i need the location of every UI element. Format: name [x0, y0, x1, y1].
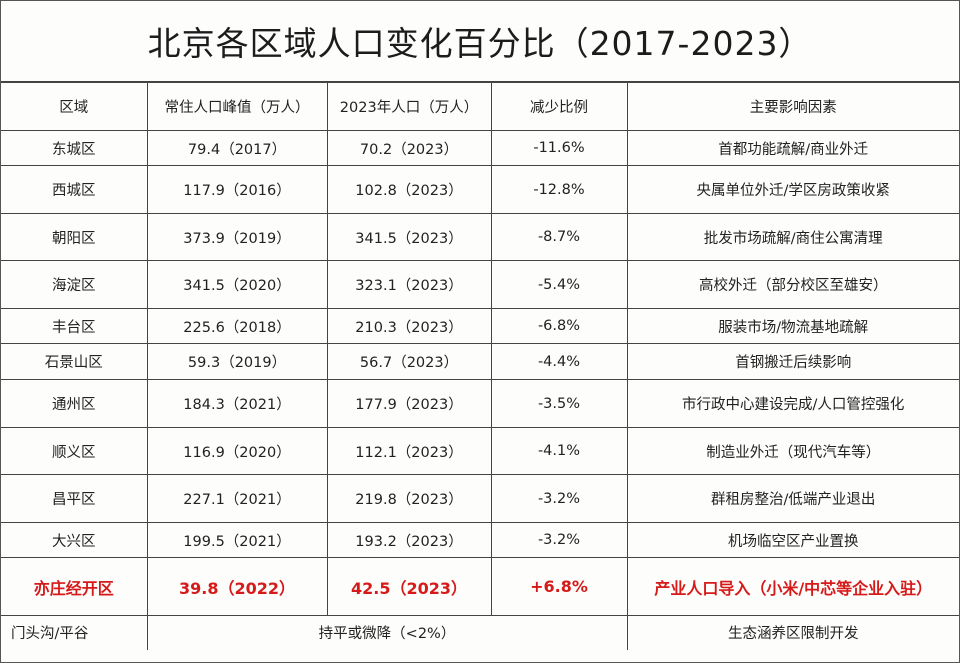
population-table: 区域 常住人口峰值（万人） 2023年人口（万人） 减少比例 主要影响因素 东城… — [1, 82, 959, 650]
cell-decrease-ratio: -6.8% — [490, 308, 628, 344]
table-row: 昌平区 227.1（2021） 219.8（2023） -3.2% 群租房整治/… — [1, 474, 959, 523]
cell-decrease-ratio: -5.4% — [490, 260, 628, 309]
cell-2023-population: 177.9（2023） — [326, 379, 492, 428]
cell-region: 丰台区 — [1, 308, 148, 344]
cell-region: 亦庄经开区 — [1, 557, 148, 616]
cell-2023-population: 193.2（2023） — [326, 522, 492, 558]
cell-main-factors: 生态涵养区限制开发 — [626, 615, 959, 650]
cell-region: 顺义区 — [1, 427, 148, 475]
cell-decrease-ratio: -4.4% — [490, 343, 628, 380]
table-row: 大兴区 199.5（2021） 193.2（2023） -3.2% 机场临空区产… — [1, 522, 959, 558]
cell-region: 海淀区 — [1, 260, 148, 309]
cell-region: 石景山区 — [1, 343, 148, 380]
cell-decrease-ratio: -12.8% — [490, 165, 628, 214]
table-row: 顺义区 116.9（2020） 112.1（2023） -4.1% 制造业外迁（… — [1, 427, 959, 475]
cell-main-factors: 机场临空区产业置换 — [626, 522, 959, 558]
footer-row: 门头沟/平谷 持平或微降（<2%） 生态涵养区限制开发 — [1, 615, 959, 650]
table-row: 通州区 184.3（2021） 177.9（2023） -3.5% 市行政中心建… — [1, 379, 959, 428]
cell-main-factors: 高校外迁（部分校区至雄安） — [626, 260, 959, 309]
cell-peak-population: 199.5（2021） — [146, 522, 328, 558]
cell-peak-population: 79.4（2017） — [146, 130, 328, 166]
cell-main-factors: 服装市场/物流基地疏解 — [626, 308, 959, 344]
cell-2023-population: 102.8（2023） — [326, 165, 492, 214]
cell-region: 西城区 — [1, 165, 148, 214]
cell-2023-population: 56.7（2023） — [326, 343, 492, 380]
cell-peak-population: 39.8（2022） — [146, 557, 328, 616]
cell-decrease-ratio: -11.6% — [490, 130, 628, 166]
highlight-row: 亦庄经开区 39.8（2022） 42.5（2023） +6.8% 产业人口导入… — [1, 557, 959, 616]
cell-region: 门头沟/平谷 — [1, 615, 148, 650]
cell-region: 昌平区 — [1, 474, 148, 523]
cell-peak-population: 227.1（2021） — [146, 474, 328, 523]
cell-main-factors: 产业人口导入（小米/中芯等企业入驻） — [626, 557, 959, 616]
cell-decrease-ratio: -3.5% — [490, 379, 628, 428]
page-title: 北京各区域人口变化百分比（2017-2023） — [1, 1, 959, 82]
cell-2023-population: 341.5（2023） — [326, 213, 492, 261]
cell-decrease-ratio: -4.1% — [490, 427, 628, 475]
table-row: 西城区 117.9（2016） 102.8（2023） -12.8% 央属单位外… — [1, 165, 959, 214]
cell-main-factors: 批发市场疏解/商住公寓清理 — [626, 213, 959, 261]
cell-2023-population: 112.1（2023） — [326, 427, 492, 475]
cell-2023-population: 70.2（2023） — [326, 130, 492, 166]
cell-peak-population: 117.9（2016） — [146, 165, 328, 214]
column-header-region: 区域 — [1, 82, 148, 131]
header-row: 区域 常住人口峰值（万人） 2023年人口（万人） 减少比例 主要影响因素 — [1, 82, 959, 131]
table-row: 石景山区 59.3（2019） 56.7（2023） -4.4% 首钢搬迁后续影… — [1, 343, 959, 380]
cell-peak-population: 341.5（2020） — [146, 260, 328, 309]
cell-main-factors: 制造业外迁（现代汽车等） — [626, 427, 959, 475]
cell-main-factors: 央属单位外迁/学区房政策收紧 — [626, 165, 959, 214]
cell-region: 通州区 — [1, 379, 148, 428]
cell-2023-population: 210.3（2023） — [326, 308, 492, 344]
column-header-peak-population: 常住人口峰值（万人） — [146, 82, 328, 131]
table-row: 朝阳区 373.9（2019） 341.5（2023） -8.7% 批发市场疏解… — [1, 213, 959, 261]
cell-peak-population: 184.3（2021） — [146, 379, 328, 428]
cell-decrease-ratio: +6.8% — [490, 557, 628, 616]
cell-peak-population: 373.9（2019） — [146, 213, 328, 261]
cell-decrease-ratio: -3.2% — [490, 474, 628, 523]
column-header-main-factors: 主要影响因素 — [626, 82, 959, 131]
table-row: 丰台区 225.6（2018） 210.3（2023） -6.8% 服装市场/物… — [1, 308, 959, 344]
cell-2023-population: 219.8（2023） — [326, 474, 492, 523]
cell-main-factors: 首都功能疏解/商业外迁 — [626, 130, 959, 166]
cell-region: 朝阳区 — [1, 213, 148, 261]
cell-main-factors: 群租房整治/低端产业退出 — [626, 474, 959, 523]
cell-peak-population: 225.6（2018） — [146, 308, 328, 344]
cell-2023-population: 323.1（2023） — [326, 260, 492, 309]
cell-2023-population: 42.5（2023） — [326, 557, 492, 616]
cell-main-factors: 市行政中心建设完成/人口管控强化 — [626, 379, 959, 428]
cell-peak-population: 59.3（2019） — [146, 343, 328, 380]
cell-region: 东城区 — [1, 130, 148, 166]
cell-decrease-ratio: -3.2% — [490, 522, 628, 558]
column-header-decrease-ratio: 减少比例 — [490, 82, 628, 131]
table-row: 东城区 79.4（2017） 70.2（2023） -11.6% 首都功能疏解/… — [1, 130, 959, 166]
cell-peak-population: 116.9（2020） — [146, 427, 328, 475]
cell-change-merged: 持平或微降（<2%） — [146, 615, 628, 650]
table-row: 海淀区 341.5（2020） 323.1（2023） -5.4% 高校外迁（部… — [1, 260, 959, 309]
cell-decrease-ratio: -8.7% — [490, 213, 628, 261]
column-header-2023-population: 2023年人口（万人） — [326, 82, 492, 131]
cell-region: 大兴区 — [1, 522, 148, 558]
cell-main-factors: 首钢搬迁后续影响 — [626, 343, 959, 380]
